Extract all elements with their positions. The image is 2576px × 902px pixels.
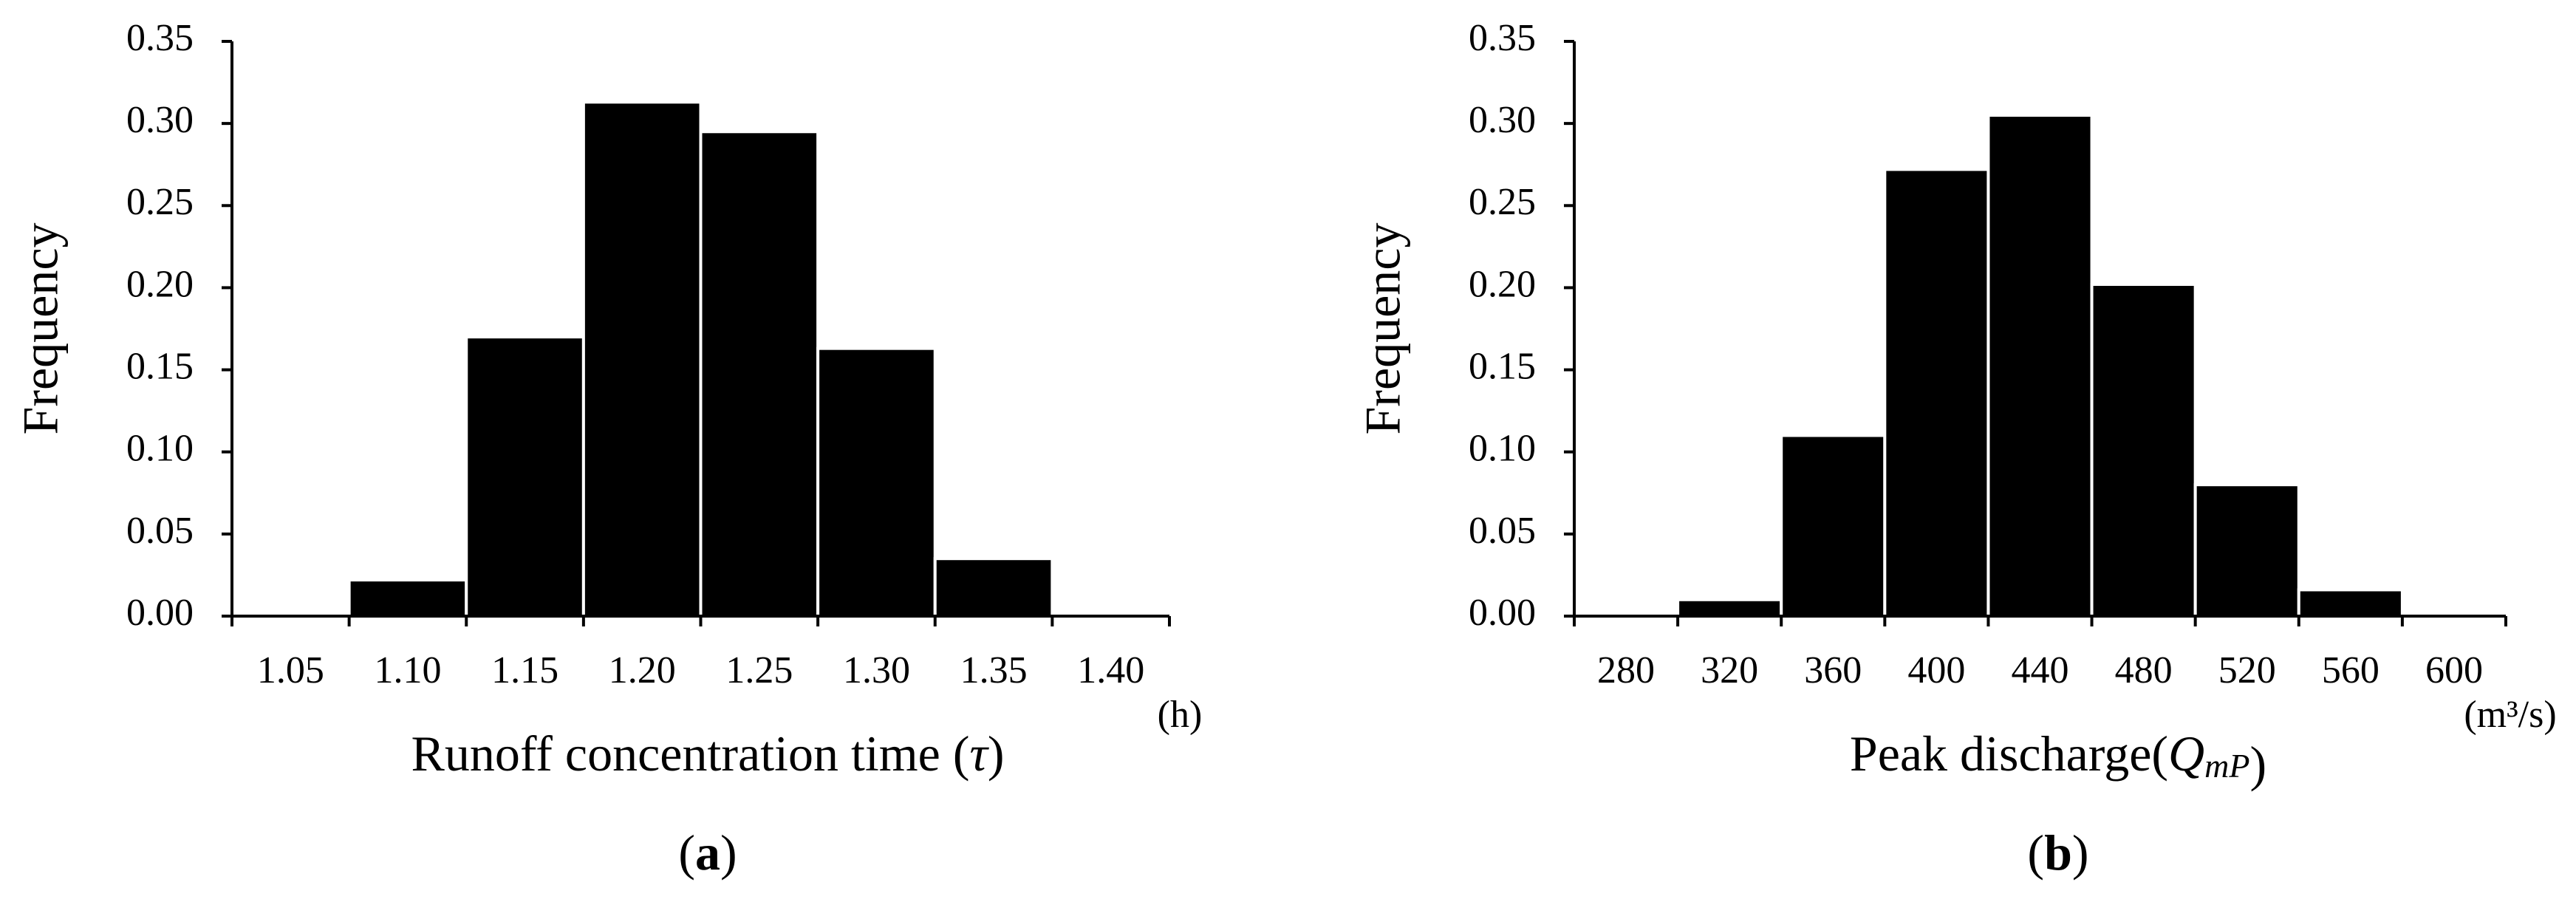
y-tick-label: 0.05 bbox=[126, 510, 194, 552]
bar bbox=[2297, 588, 2404, 618]
text-part: ( bbox=[2027, 824, 2044, 881]
x-tick-label: 360 bbox=[1804, 649, 1862, 691]
x-tick-label: 560 bbox=[2322, 649, 2379, 691]
text-part: ) bbox=[2072, 824, 2089, 881]
bar bbox=[2193, 483, 2300, 618]
y-tick-label: 0.20 bbox=[1469, 263, 1536, 305]
x-tick-label: 1.30 bbox=[843, 649, 910, 691]
x-tick-label: 280 bbox=[1597, 649, 1655, 691]
text-part: ) bbox=[2249, 736, 2266, 792]
y-tick-label: 0.10 bbox=[126, 428, 194, 470]
text-part: ) bbox=[988, 725, 1005, 782]
x-tick-label: 1.05 bbox=[257, 649, 324, 691]
text-part: Runoff concentration time ( bbox=[411, 725, 970, 782]
bar bbox=[1780, 434, 1887, 618]
bar bbox=[1883, 168, 1990, 618]
text-part: mP bbox=[2204, 747, 2249, 785]
y-tick-label: 0.00 bbox=[1469, 592, 1536, 634]
y-tick-label: 0.35 bbox=[1469, 17, 1536, 59]
bar bbox=[1676, 598, 1783, 618]
y-tick-label: 0.35 bbox=[126, 17, 194, 59]
y-tick-label: 0.15 bbox=[126, 346, 194, 388]
x-tick-label: 1.40 bbox=[1077, 649, 1144, 691]
x-tick-label: 440 bbox=[2012, 649, 2069, 691]
x-tick-label: 520 bbox=[2218, 649, 2276, 691]
bar bbox=[347, 578, 468, 618]
y-tick-label: 0.00 bbox=[126, 592, 194, 634]
x-tick-label: 480 bbox=[2115, 649, 2173, 691]
x-tick-label: 1.20 bbox=[609, 649, 676, 691]
bar bbox=[699, 130, 820, 618]
y-axis-title: Frequency bbox=[1355, 222, 1411, 434]
y-tick-label: 0.25 bbox=[126, 181, 194, 223]
y-tick-label: 0.30 bbox=[1469, 99, 1536, 141]
x-axis-unit: (m³/s) bbox=[2464, 694, 2556, 736]
x-tick-label: 1.15 bbox=[491, 649, 558, 691]
text-part: ) bbox=[720, 824, 737, 881]
chart: 0.00 0.05 0.10 0.15 0.20 0.25 0.30 0.35 280 320 36… bbox=[1355, 17, 2557, 881]
y-tick-label: 0.20 bbox=[126, 263, 194, 305]
x-tick-label: 400 bbox=[1907, 649, 1965, 691]
panel-label: (a) bbox=[678, 824, 737, 881]
text-part: b bbox=[2044, 824, 2072, 881]
y-tick-label: 0.15 bbox=[1469, 346, 1536, 388]
y-tick-label: 0.10 bbox=[1469, 428, 1536, 470]
y-axis-title: Frequency bbox=[13, 222, 69, 434]
bar bbox=[816, 346, 937, 618]
x-tick-label: 320 bbox=[1701, 649, 1758, 691]
x-axis-unit: (h) bbox=[1158, 694, 1203, 736]
text-part: a bbox=[695, 824, 720, 881]
y-tick-label: 0.25 bbox=[1469, 181, 1536, 223]
x-tick-label: 1.35 bbox=[960, 649, 1028, 691]
x-axis-title: Runoff concentration time (τ) bbox=[411, 725, 1005, 782]
text-part: ( bbox=[678, 824, 695, 881]
text-part: Q bbox=[2168, 725, 2204, 782]
bar bbox=[2090, 282, 2197, 618]
bar bbox=[581, 100, 703, 618]
chart: 0.00 0.05 0.10 0.15 0.20 0.25 0.30 0.35 1.05 1.10… bbox=[13, 17, 1203, 881]
x-tick-label: 1.10 bbox=[374, 649, 441, 691]
x-tick-label: 600 bbox=[2425, 649, 2483, 691]
bar bbox=[465, 335, 585, 618]
y-tick-label: 0.30 bbox=[126, 99, 194, 141]
text-part: Peak discharge( bbox=[1850, 725, 2168, 782]
panel-label: (b) bbox=[2027, 824, 2088, 881]
bar bbox=[933, 557, 1054, 618]
bar bbox=[1986, 114, 2094, 618]
y-tick-label: 0.05 bbox=[1469, 510, 1536, 552]
x-tick-label: 1.25 bbox=[725, 649, 793, 691]
text-part: τ bbox=[969, 725, 989, 782]
x-axis-title: Peak discharge(QmP) bbox=[1850, 725, 2266, 792]
